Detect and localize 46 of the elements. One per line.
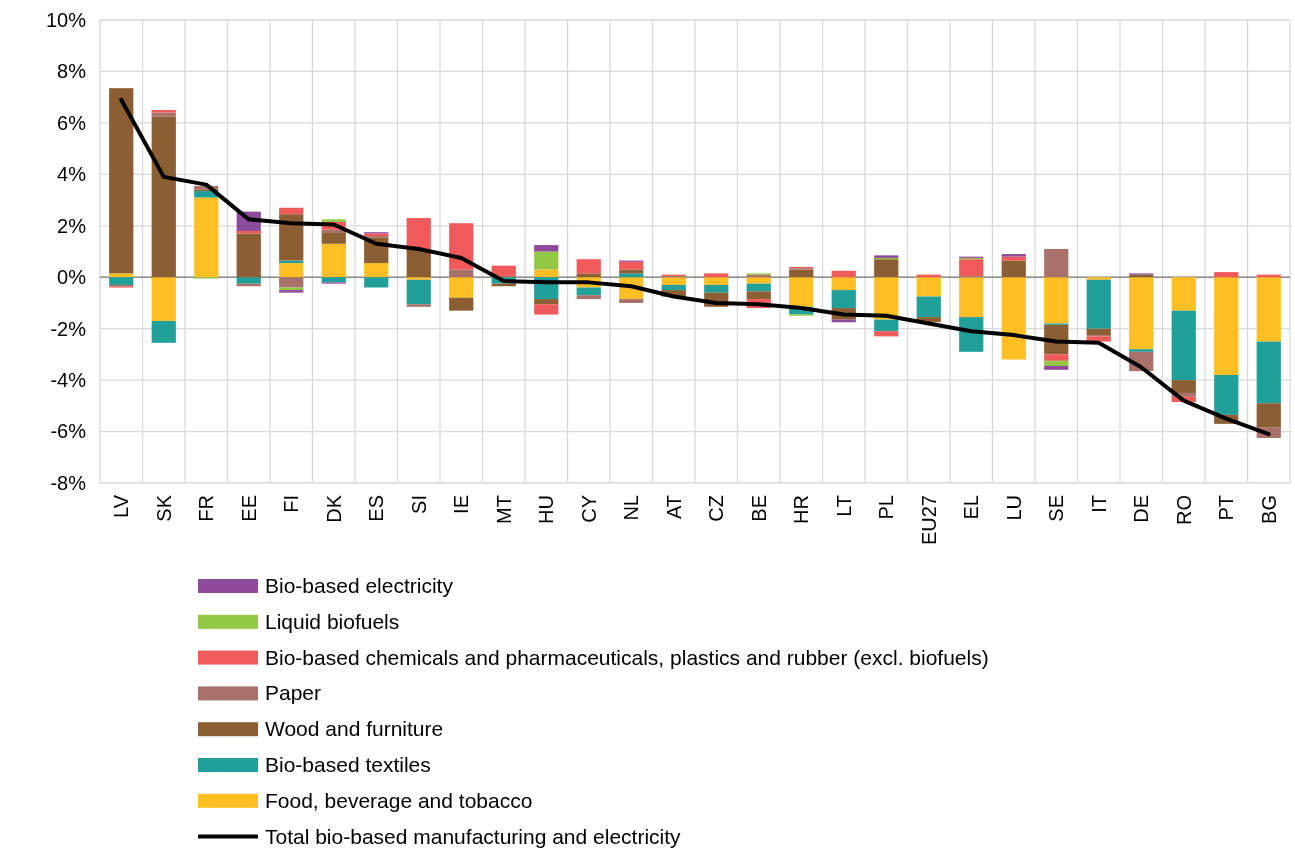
x-tick-label: RO: [1172, 495, 1195, 525]
x-tick-label: EL: [960, 495, 983, 520]
x-tick-label: LU: [1002, 495, 1025, 521]
x-tick-label: FR: [195, 495, 218, 522]
x-tick-label: EE: [237, 495, 260, 522]
y-tick-label: 0%: [57, 266, 87, 289]
x-tick-label: ES: [365, 495, 388, 522]
legend-label: Total bio-based manufacturing and electricity: [265, 824, 682, 848]
legend-label: Liquid biofuels: [265, 609, 400, 633]
x-tick-label: SK: [152, 494, 175, 522]
legend-label: Food, beverage and tobacco: [265, 788, 533, 812]
x-tick-label: DE: [1130, 495, 1153, 523]
x-tick-label: SE: [1045, 495, 1068, 522]
y-tick-label: 4%: [57, 163, 87, 186]
legend-label: Paper: [265, 681, 322, 705]
x-tick-label: PT: [1215, 495, 1238, 521]
legend-label: Bio-based chemicals and pharmaceuticals, plastics and rubber (excl. biofuels): [265, 645, 989, 669]
x-tick-label: CY: [577, 495, 600, 523]
legend-label: Bio-based textiles: [265, 753, 431, 776]
y-tick-label: 2%: [57, 214, 87, 237]
y-tick-label: -2%: [50, 317, 87, 340]
legend-label: Bio-based electricity: [265, 574, 454, 597]
x-tick-label: LT: [832, 495, 855, 517]
y-tick-label: 10%: [45, 8, 87, 31]
x-tick-label: MT: [492, 495, 515, 524]
x-tick-label: AT: [662, 495, 685, 520]
x-tick-label: FI: [280, 495, 303, 513]
y-tick-label: 6%: [57, 111, 87, 134]
x-tick-label: LV: [110, 494, 133, 518]
x-tick-label: HR: [790, 495, 813, 524]
x-tick-label: EU27: [917, 495, 940, 546]
x-tick-label: CZ: [705, 495, 728, 522]
x-tick-label: BG: [1257, 495, 1280, 524]
y-tick-label: -4%: [50, 369, 87, 392]
x-tick-label: BE: [747, 495, 770, 522]
x-tick-label: IE: [450, 495, 473, 514]
x-tick-label: NL: [620, 495, 643, 521]
x-tick-label: PL: [875, 495, 898, 520]
x-tick-label: HU: [535, 495, 558, 524]
y-tick-label: -6%: [50, 420, 87, 443]
x-tick-label: SI: [407, 495, 430, 514]
y-tick-label: 8%: [57, 60, 87, 83]
y-tick-label: -8%: [50, 471, 87, 494]
legend-label: Wood and furniture: [265, 717, 444, 741]
x-tick-label: IT: [1087, 495, 1110, 513]
x-tick-label: DK: [322, 494, 345, 523]
